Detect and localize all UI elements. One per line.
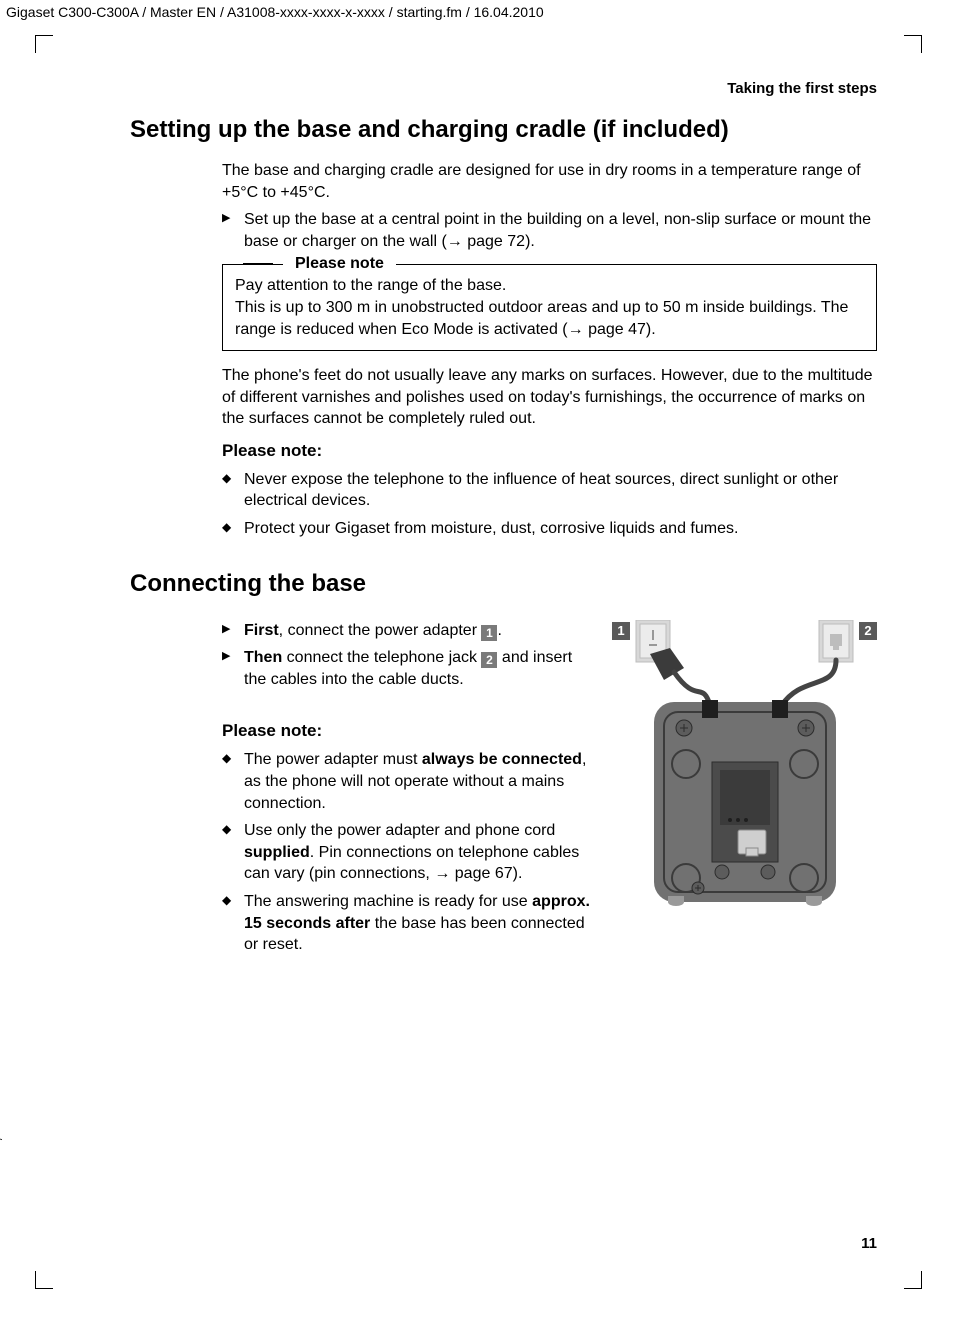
xref-arrow-icon: → <box>447 233 463 250</box>
section1-bullet1: Set up the base at a central point in th… <box>222 209 877 252</box>
section1-arrow-list: Set up the base at a central point in th… <box>222 209 877 252</box>
bold: supplied <box>244 844 310 861</box>
xref-arrow-icon: → <box>568 321 584 338</box>
left-column: First, connect the power adapter 1. Then… <box>222 620 594 962</box>
header-path: Gigaset C300-C300A / Master EN / A31008-… <box>6 4 544 20</box>
xref-arrow-icon: → <box>434 865 450 882</box>
text: This is up to 300 m in unobstructed outd… <box>235 299 848 338</box>
right-column: 1 2 <box>612 620 877 962</box>
section2-d2: Use only the power adapter and phone cor… <box>222 820 594 885</box>
text: The answering machine is ready for use <box>244 893 532 910</box>
section2-d3: The answering machine is ready for use a… <box>222 891 594 956</box>
running-head: Taking the first steps <box>727 80 877 97</box>
text: . <box>497 622 501 639</box>
section1-title: Setting up the base and charging cradle … <box>130 116 877 144</box>
bold: always be connected <box>422 751 582 768</box>
section1-p1: The base and charging cradle are designe… <box>222 160 877 203</box>
section2-d1: The power adapter must always be connect… <box>222 749 594 814</box>
page-content: Setting up the base and charging cradle … <box>130 116 877 962</box>
section2-title: Connecting the base <box>130 570 877 598</box>
base-connection-diagram: 1 2 <box>612 620 877 920</box>
section2-diamond-list: The power adapter must always be connect… <box>222 749 594 955</box>
two-column: First, connect the power adapter 1. Then… <box>222 620 877 962</box>
text: Use only the power adapter and phone cor… <box>244 822 555 839</box>
please-note-box: Please note Pay attention to the range o… <box>222 264 877 351</box>
section1-diamond-list: Never expose the telephone to the influe… <box>222 469 877 540</box>
xref: page 47). <box>588 321 656 338</box>
base-diagram-svg <box>612 620 877 920</box>
text: , connect the power adapter <box>279 622 482 639</box>
phone-socket-icon <box>819 620 853 662</box>
please-note-heading: Please note: <box>222 440 877 463</box>
base-unit-icon <box>654 700 836 906</box>
first-bold: First <box>244 622 279 639</box>
then-bold: Then <box>244 649 282 666</box>
section2-a2: Then connect the telephone jack 2 and in… <box>222 647 594 690</box>
text: connect the telephone jack <box>282 649 481 666</box>
xref: page 67). <box>455 865 523 882</box>
note-line1: Pay attention to the range of the base. <box>235 275 864 297</box>
callout-two-inline: 2 <box>481 652 497 668</box>
xref: page 72). <box>467 233 535 250</box>
text: The power adapter must <box>244 751 422 768</box>
please-note-legend: Please note <box>283 253 396 275</box>
note-line2: This is up to 300 m in unobstructed outd… <box>235 297 864 340</box>
phone-cable <box>782 660 836 705</box>
section1-d2: Protect your Gigaset from moisture, dust… <box>222 518 877 540</box>
version-side: Version 4, 16.09.2005 <box>0 1058 4 1204</box>
page-number: 11 <box>861 1235 877 1252</box>
text: Set up the base at a central point in th… <box>244 211 871 250</box>
please-note-heading2: Please note: <box>222 720 594 743</box>
section1-d1: Never expose the telephone to the influe… <box>222 469 877 512</box>
section2-arrow-list: First, connect the power adapter 1. Then… <box>222 620 594 691</box>
section2-a1: First, connect the power adapter 1. <box>222 620 594 642</box>
section2-body: First, connect the power adapter 1. Then… <box>222 620 877 962</box>
section1-body: The base and charging cradle are designe… <box>222 160 877 540</box>
section1-p2: The phone's feet do not usually leave an… <box>222 365 877 430</box>
callout-one-inline: 1 <box>481 625 497 641</box>
